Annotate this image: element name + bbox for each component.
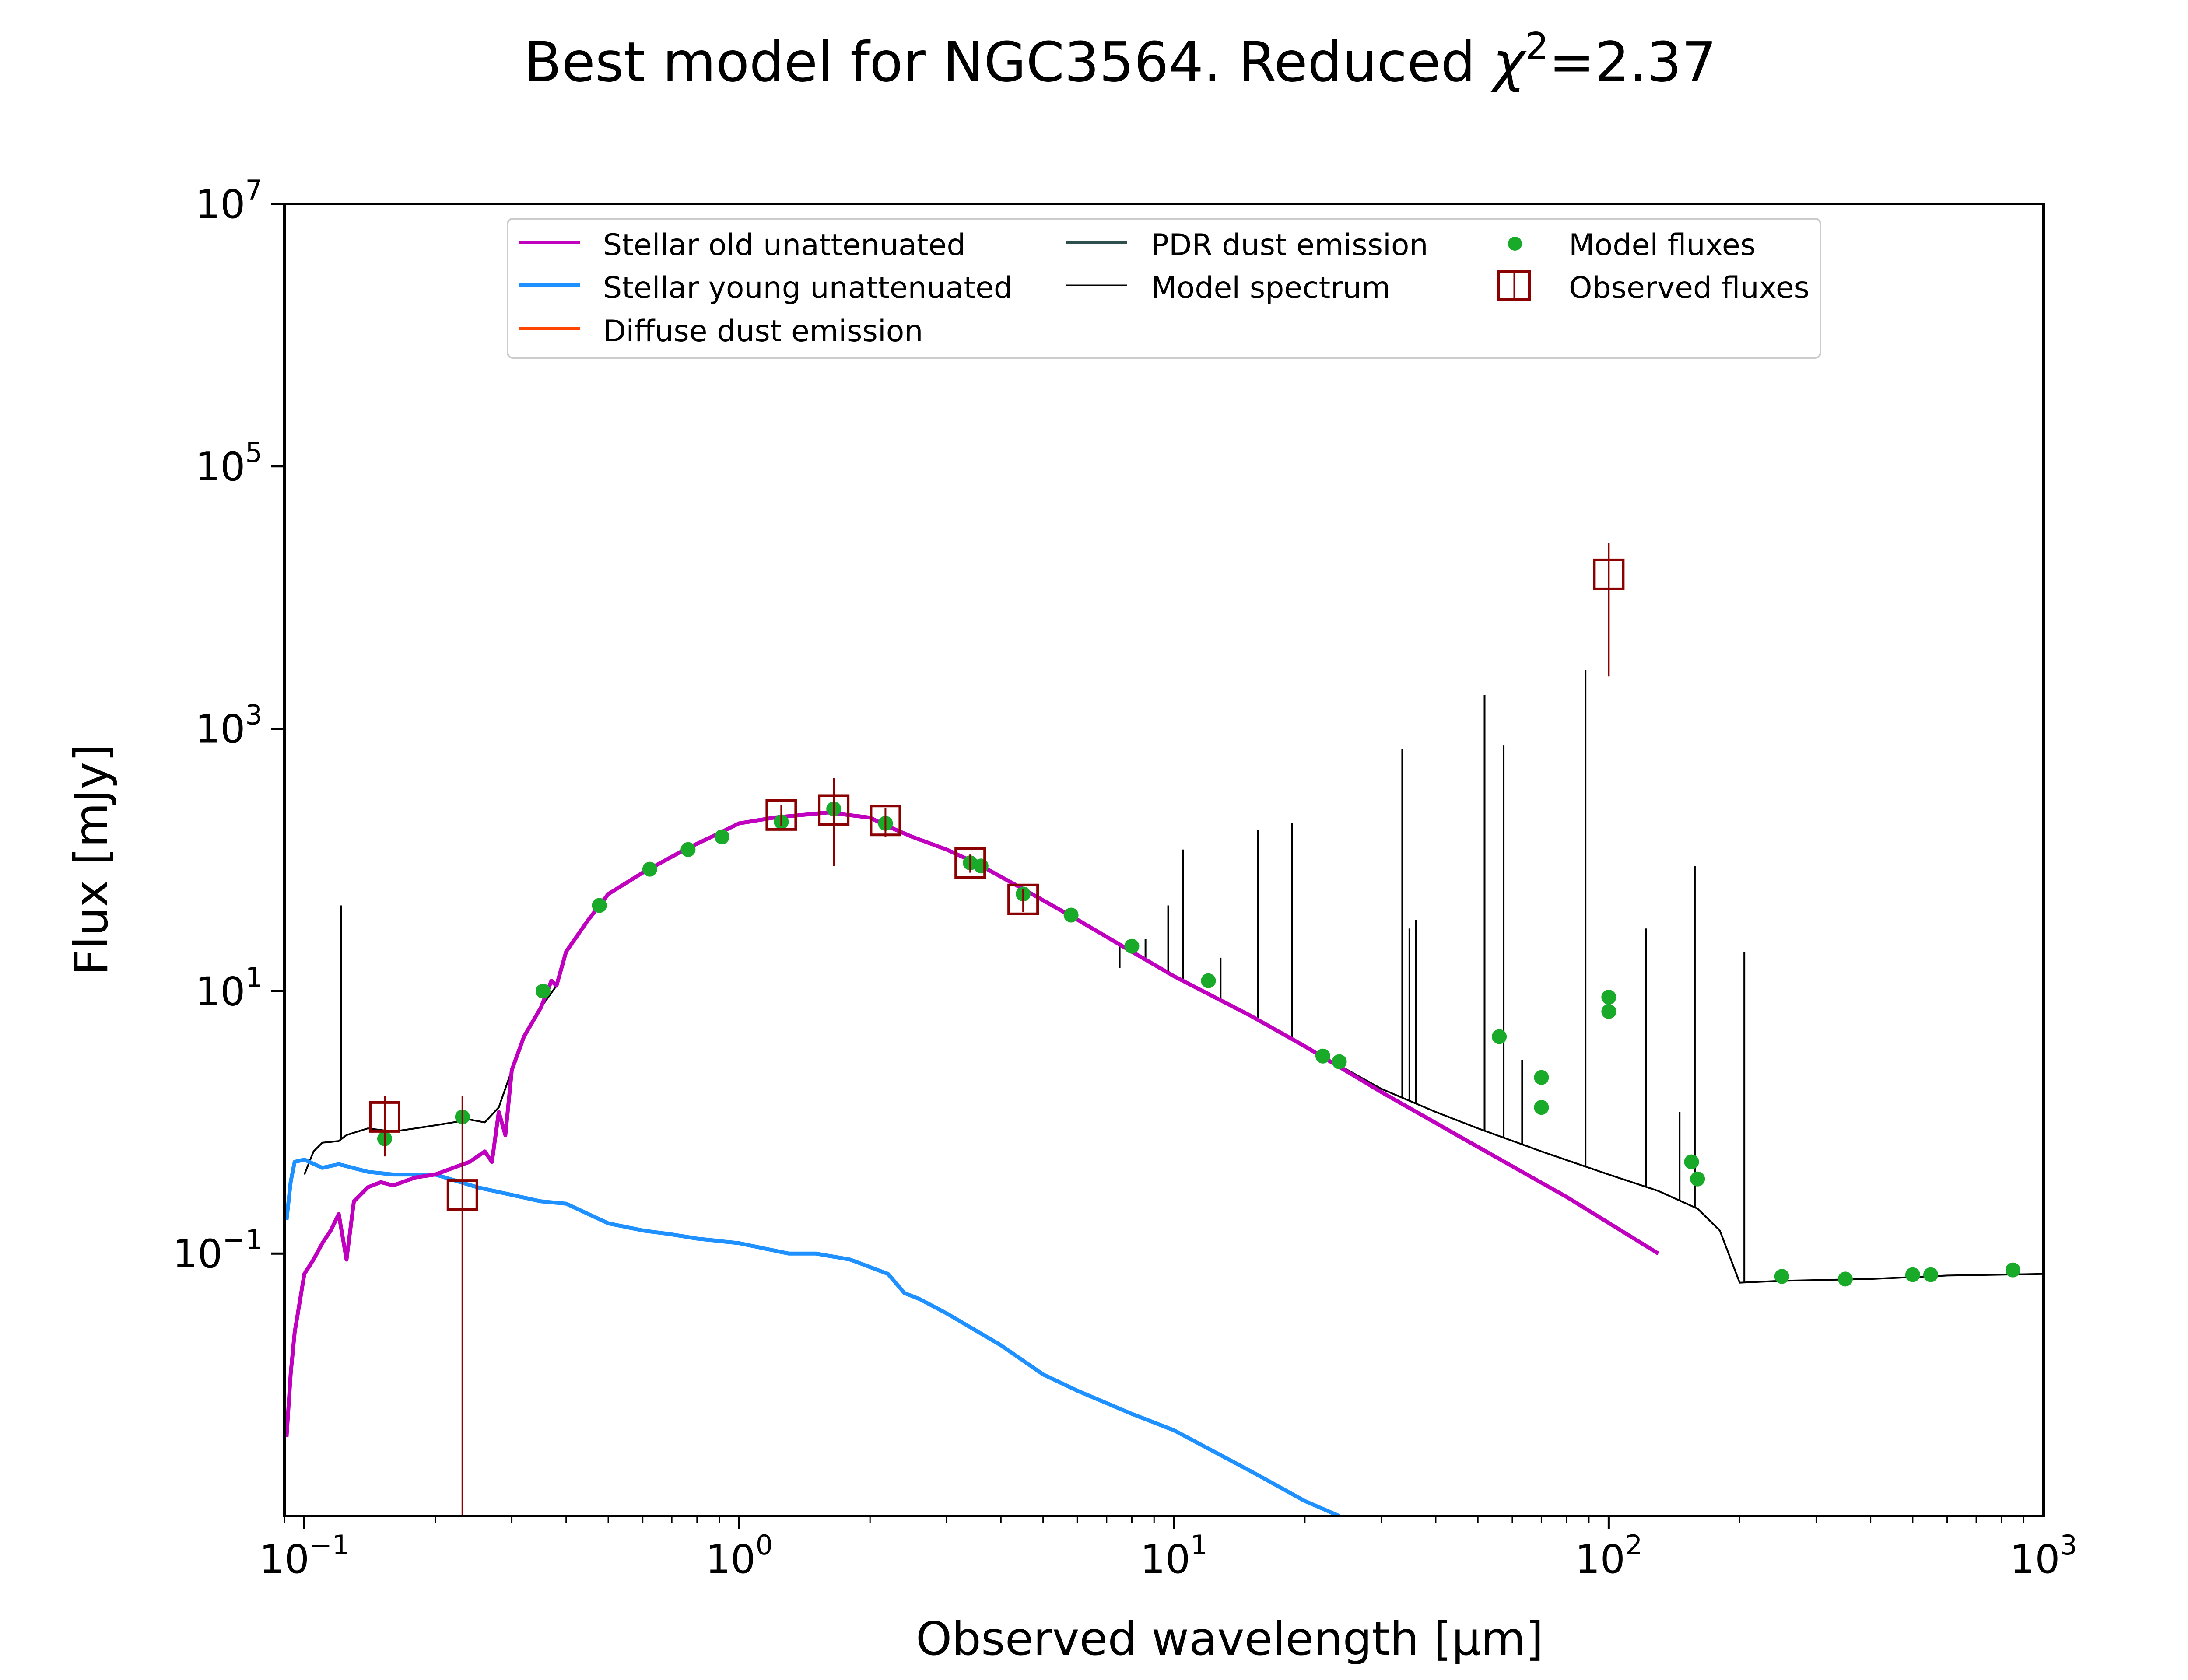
plot-frame [283,203,2045,1517]
y-axis-label: Flux [mJy] [65,744,118,976]
y-tick-label: 10−1 [172,1224,263,1277]
observed-flux-point [368,1101,400,1133]
model-flux-point [535,984,551,999]
model-flux-point [1492,1029,1507,1044]
legend-label-model-fluxes: Model fluxes [1569,228,1756,262]
observed-flux-point [818,794,850,826]
axes: 10−1 100 101 102 103 10−1 101 103 105 107 [172,174,2077,1582]
legend-label-diffuse: Diffuse dust emission [603,314,923,349]
model-flux-point [642,861,657,877]
x-tick-label: 101 [1140,1529,1208,1582]
model-flux-point [1063,907,1079,923]
plot-data-layer [284,543,2044,1516]
observed-flux-point [1593,558,1625,590]
observed-flux-point [446,1179,478,1211]
legend-label-spectrum: Model spectrum [1151,271,1391,305]
legend-box [507,218,1821,359]
y-tick-label: 107 [195,174,263,228]
series-stellar-young [284,1158,1340,1516]
model-flux-point [1201,973,1216,988]
model-flux-point [1601,1004,1616,1019]
x-tick-label: 10−1 [259,1529,349,1582]
chart-title: Best model for NGC3564. Reduced χ2=2.37 [524,25,1717,94]
observed-flux-point [870,805,901,836]
observed-flux-point [954,847,986,879]
x-tick-label: 103 [2010,1529,2077,1582]
x-axis-label: Observed wavelength [μm] [916,1612,1544,1666]
model-flux-point [1332,1054,1347,1069]
x-tick-label: 100 [705,1529,773,1582]
legend-label-pdr: PDR dust emission [1151,228,1428,262]
model-flux-point [1923,1267,1939,1282]
model-flux-point [1905,1267,1920,1282]
observed-flux-point [1007,883,1039,915]
model-flux-point [1534,1100,1549,1115]
model-flux-point [680,842,696,857]
legend-label-young: Stellar young unattenuated [603,271,1013,305]
model-flux-point [2005,1262,2020,1278]
model-flux-point [1684,1154,1699,1169]
x-tick-label: 102 [1575,1529,1642,1582]
model-flux-point [714,829,729,844]
legend-swatch-model-fluxes [1508,237,1522,251]
model-flux-point [1690,1171,1705,1186]
model-flux-point [1124,938,1140,954]
legend-label-old: Stellar old unattenuated [603,228,966,262]
model-flux-point [1315,1048,1330,1064]
model-flux-point [1774,1269,1789,1284]
model-flux-point [1601,990,1616,1005]
model-flux-point [1837,1271,1853,1287]
y-tick-label: 101 [195,961,263,1015]
legend-label-observed-fluxes: Observed fluxes [1569,271,1809,305]
model-flux-point [1534,1070,1549,1085]
y-tick-label: 103 [195,699,263,752]
y-tick-label: 105 [195,437,263,490]
observed-flux-point [765,799,797,831]
model-flux-point [973,858,989,874]
legend: Stellar old unattenuated Stellar young u… [507,218,1821,359]
model-flux-point [592,898,607,913]
